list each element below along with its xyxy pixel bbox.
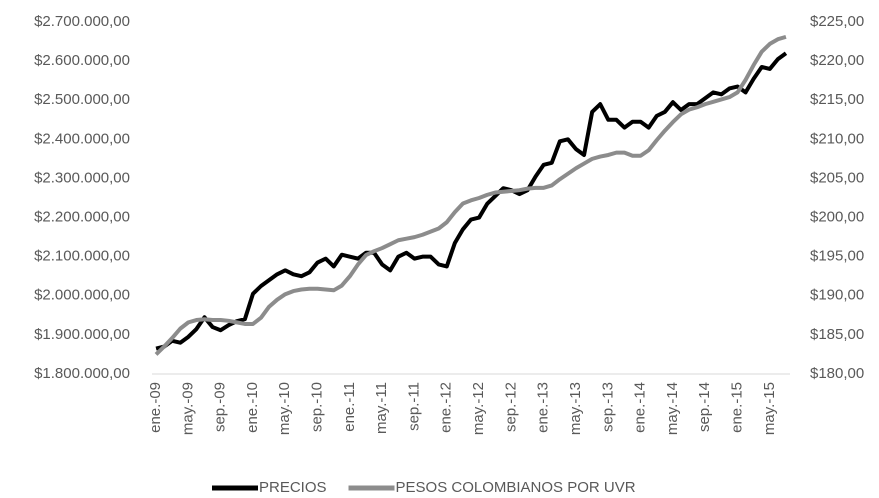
x-tick-label: sep.-12: [502, 382, 519, 432]
y-tick-label: $2.700.000,00: [34, 13, 130, 30]
y2-tick-label: $205,00: [810, 169, 864, 186]
y2-tick-label: $195,00: [810, 248, 864, 265]
x-tick-label: ene.-09: [147, 382, 164, 433]
y-tick-label: $2.100.000,00: [34, 248, 130, 265]
y2-tick-label: $210,00: [810, 130, 864, 147]
y2-tick-label: $220,00: [810, 52, 864, 69]
x-tick-label: may.-13: [567, 382, 584, 435]
y-tick-label: $2.500.000,00: [34, 91, 130, 108]
y-tick-label: $2.300.000,00: [34, 169, 130, 186]
y-tick-label: $2.400.000,00: [34, 130, 130, 147]
y2-tick-label: $215,00: [810, 91, 864, 108]
y-tick-label: $2.000.000,00: [34, 287, 130, 304]
y-tick-label: $1.900.000,00: [34, 326, 130, 343]
x-tick-label: sep.-13: [599, 382, 616, 432]
x-tick-label: sep.-10: [309, 382, 326, 432]
x-tick-label: may.-15: [761, 382, 778, 435]
y2-tick-label: $225,00: [810, 13, 864, 30]
y-tick-label: $2.600.000,00: [34, 52, 130, 69]
y2-tick-label: $180,00: [810, 365, 864, 382]
legend-label: PRECIOS: [259, 479, 327, 496]
x-tick-label: ene.-11: [341, 382, 358, 432]
series-line: [155, 51, 788, 351]
y2-tick-label: $190,00: [810, 287, 864, 304]
y2-tick-label: $185,00: [810, 326, 864, 343]
x-tick-label: ene.-13: [535, 382, 552, 433]
x-tick-label: may.-12: [470, 382, 487, 435]
legend-label: PESOS COLOMBIANOS POR UVR: [396, 479, 636, 496]
x-tick-label: ene.-15: [728, 382, 745, 433]
y2-tick-label: $200,00: [810, 209, 864, 226]
x-tick-label: sep.-14: [696, 382, 713, 432]
x-tick-label: may.-11: [373, 382, 390, 434]
x-tick-label: ene.-14: [632, 382, 649, 433]
x-tick-label: sep.-11: [405, 382, 422, 431]
x-tick-label: ene.-10: [244, 382, 261, 433]
x-tick-label: sep.-09: [212, 382, 229, 432]
x-tick-label: may.-10: [276, 382, 293, 435]
x-tick-label: may.-09: [179, 382, 196, 435]
series-line: [154, 34, 787, 356]
x-tick-label: may.-14: [664, 382, 681, 435]
y-tick-label: $2.200.000,00: [34, 209, 130, 226]
x-tick-label: ene.-12: [438, 382, 455, 433]
y-tick-label: $1.800.000,00: [34, 365, 130, 382]
